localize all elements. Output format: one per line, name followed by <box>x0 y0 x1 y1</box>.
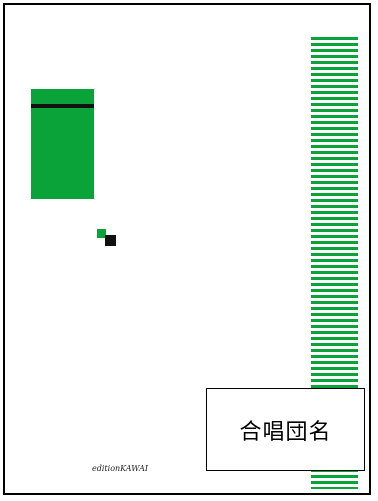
green-block-stripe <box>31 104 94 108</box>
green-block <box>31 89 94 199</box>
choir-name-box: 合唱団名 <box>206 388 365 471</box>
publisher-logo: editionKAWAI <box>92 464 148 473</box>
cover-page: 合唱団名 editionKAWAI <box>3 3 371 495</box>
small-green-square <box>97 229 106 238</box>
publisher-logo-text: editionKAWAI <box>92 464 149 473</box>
choir-name-label: 合唱団名 <box>239 419 332 445</box>
small-black-square <box>105 235 116 246</box>
